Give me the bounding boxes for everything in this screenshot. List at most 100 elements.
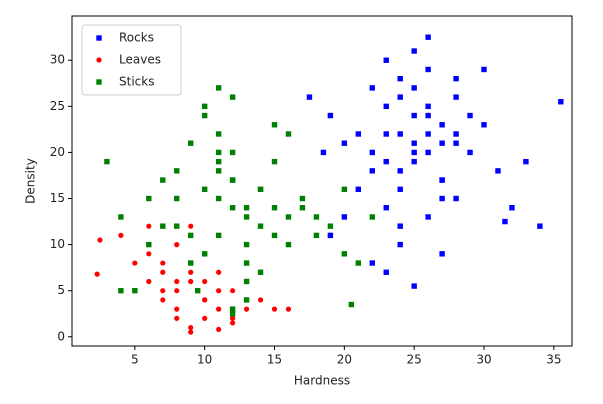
point (523, 158, 529, 165)
point (502, 218, 508, 225)
point (425, 214, 431, 220)
point (202, 278, 208, 285)
point (355, 186, 362, 192)
point (397, 168, 403, 174)
point (369, 260, 375, 266)
point (397, 131, 403, 137)
point (202, 315, 208, 321)
point (481, 66, 487, 73)
point (229, 205, 236, 211)
point (397, 186, 403, 192)
x-tick-label: 10 (197, 353, 212, 367)
point (216, 306, 222, 312)
point (188, 140, 194, 146)
point (257, 223, 264, 229)
legend-label: Rocks (119, 31, 154, 45)
y-axis-label: Density (24, 158, 38, 204)
plot-frame (71, 15, 573, 347)
y-tick-label: 20 (50, 145, 65, 159)
point (188, 232, 194, 239)
point (341, 186, 348, 192)
point (341, 140, 348, 146)
point (229, 177, 236, 183)
legend-box (81, 24, 182, 96)
point (174, 278, 180, 285)
point (341, 214, 348, 220)
point (188, 324, 194, 331)
point (369, 85, 375, 91)
y-tick-label: 0 (57, 329, 65, 343)
point (201, 251, 208, 257)
point (425, 34, 431, 40)
point (341, 251, 348, 257)
point (285, 214, 292, 220)
point (313, 214, 320, 220)
point (299, 195, 306, 202)
point (369, 168, 375, 174)
point (285, 306, 292, 312)
x-tick-label: 25 (407, 353, 422, 367)
point (453, 195, 459, 202)
x-tick-label: 15 (267, 353, 282, 367)
legend-marker (96, 57, 102, 63)
point (230, 315, 236, 321)
point (453, 140, 459, 146)
point (299, 205, 306, 211)
point (411, 85, 417, 91)
point (397, 75, 403, 82)
point (327, 112, 334, 119)
point (160, 269, 166, 275)
point (201, 186, 208, 192)
point (118, 287, 124, 294)
point (216, 326, 222, 333)
x-tick-label: 35 (546, 353, 561, 367)
point (188, 260, 194, 266)
point (174, 288, 180, 294)
point (383, 103, 389, 110)
point (104, 158, 110, 165)
point (174, 223, 180, 229)
point (215, 168, 222, 174)
point (439, 122, 445, 128)
point (160, 223, 166, 229)
legend-label: Leaves (119, 53, 161, 67)
point (411, 112, 417, 119)
point (215, 149, 222, 156)
point (146, 241, 152, 248)
point (383, 158, 389, 165)
point (285, 131, 292, 137)
point (271, 158, 278, 165)
point (188, 269, 194, 275)
point (257, 186, 264, 192)
point (201, 112, 208, 119)
point (188, 329, 194, 335)
point (229, 149, 236, 156)
y-tick-label: 10 (50, 237, 65, 251)
point (411, 283, 417, 289)
point (271, 122, 278, 128)
point (132, 260, 138, 266)
point (537, 223, 543, 229)
point (383, 205, 389, 211)
point (174, 315, 180, 321)
point (174, 195, 180, 202)
point (146, 195, 152, 202)
point (160, 288, 166, 294)
point (215, 195, 222, 202)
point (243, 241, 250, 248)
point (453, 94, 459, 100)
point (243, 297, 250, 303)
point (509, 205, 515, 211)
y-tick-label: 5 (57, 283, 65, 297)
point (425, 149, 431, 156)
point (188, 223, 194, 229)
y-tick-label: 25 (50, 99, 65, 113)
legend-label: Sticks (119, 75, 154, 89)
point (425, 103, 431, 110)
point (439, 140, 445, 146)
point (243, 278, 250, 285)
point (174, 168, 180, 174)
point (160, 297, 166, 303)
point (306, 94, 313, 100)
